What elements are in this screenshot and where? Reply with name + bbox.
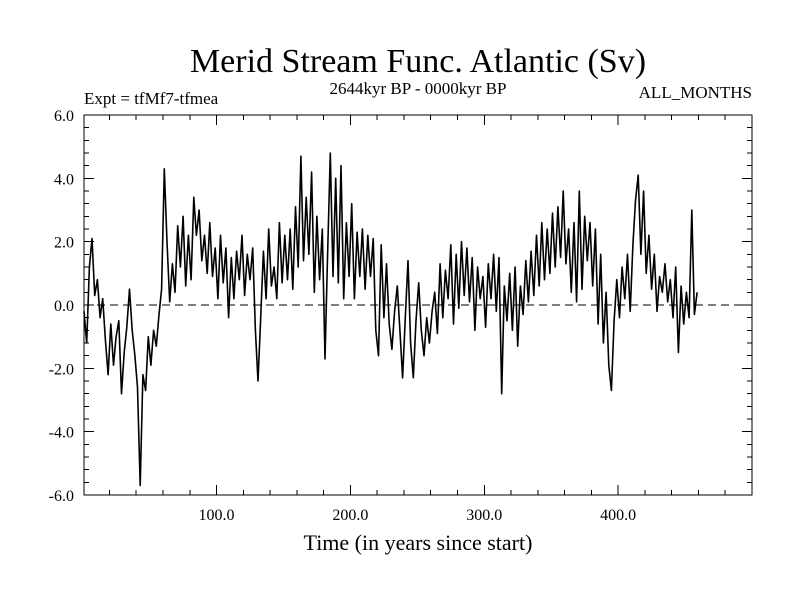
y-tick-label: -6.0: [49, 488, 74, 505]
x-tick-label: 200.0: [332, 507, 368, 524]
x-axis-tick-labels: 100.0 200.0 300.0 400.0: [199, 507, 637, 524]
period-label: 2644kyr BP - 0000kyr BP: [330, 79, 507, 98]
y-tick-label: -4.0: [49, 425, 74, 442]
plot-frame: [83, 114, 753, 496]
y-axis-tick-labels: -6.0 -4.0 -2.0 0.0 2.0 4.0 6.0: [49, 108, 74, 505]
x-axis-label: Time (in years since start): [304, 530, 533, 555]
axis-ticks: [84, 114, 752, 496]
y-tick-label: 6.0: [54, 108, 74, 125]
y-tick-label: 2.0: [54, 235, 74, 252]
months-label: ALL_MONTHS: [639, 83, 752, 102]
y-tick-label: 0.0: [54, 298, 74, 315]
chart-title: Merid Stream Func. Atlantic (Sv): [190, 43, 646, 80]
x-tick-label: 100.0: [199, 507, 235, 524]
series-line: [83, 152, 698, 487]
y-tick-label: -2.0: [49, 361, 74, 378]
y-tick-label: 4.0: [54, 171, 74, 188]
x-tick-label: 400.0: [600, 507, 636, 524]
x-tick-label: 300.0: [466, 507, 502, 524]
plot-area: -6.0 -4.0 -2.0 0.0 2.0 4.0 6.0 100.0 200.0 300.0…: [49, 108, 753, 524]
experiment-label: Expt = tfMf7-tfmea: [84, 89, 219, 108]
